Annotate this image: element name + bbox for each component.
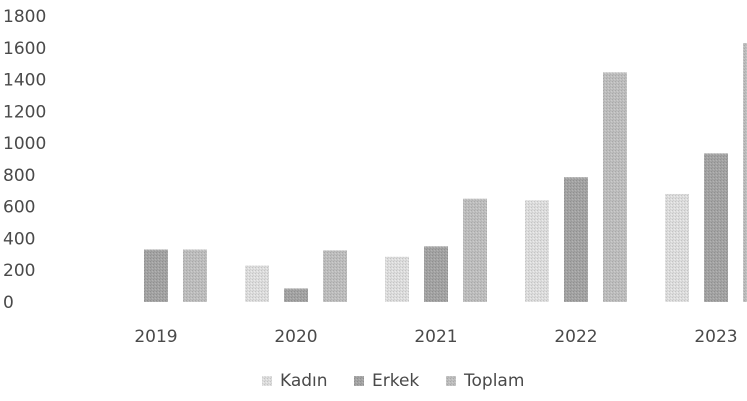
bar-kadın-2021 — [385, 256, 409, 302]
bar-erkek-2020 — [284, 288, 308, 302]
x-tick-label: 2021 — [414, 327, 457, 347]
y-tick-label: 1200 — [3, 102, 46, 122]
bar-kadın-2022 — [525, 200, 549, 302]
x-tick-label: 2019 — [134, 327, 177, 347]
legend-swatch-kadın — [262, 376, 272, 386]
bar-toplam-2023 — [743, 43, 747, 303]
legend-label-kadın: Kadın — [280, 371, 328, 391]
bar-toplam-2019 — [183, 249, 207, 302]
bar-erkek-2019 — [144, 249, 168, 302]
x-tick-label: 2022 — [554, 327, 597, 347]
legend-swatch-toplam — [446, 376, 456, 386]
legend: Kadın Erkek Toplam — [262, 371, 524, 391]
x-axis-labels: 2019 2020 2021 2022 2023 — [134, 327, 737, 347]
x-tick-label: 2020 — [274, 327, 317, 347]
x-tick-label: 2023 — [694, 327, 737, 347]
legend-swatch-erkek — [354, 376, 364, 386]
y-tick-label: 600 — [3, 198, 35, 218]
bar-erkek-2022 — [564, 177, 588, 302]
bar-kadın-2023 — [665, 193, 689, 302]
y-tick-label: 200 — [3, 261, 35, 281]
legend-label-erkek: Erkek — [372, 371, 419, 391]
bars — [144, 43, 747, 303]
y-tick-label: 1600 — [3, 39, 46, 59]
bar-toplam-2020 — [323, 250, 347, 302]
y-tick-label: 1000 — [3, 134, 46, 154]
bar-erkek-2021 — [424, 246, 448, 302]
y-tick-label: 400 — [3, 229, 35, 249]
y-tick-label: 1400 — [3, 71, 46, 91]
y-axis-ticks: 0 200 400 600 800 1000 1200 1400 1600 1800 — [3, 7, 46, 313]
y-tick-label: 800 — [3, 166, 35, 186]
bar-kadın-2020 — [245, 265, 269, 302]
legend-label-toplam: Toplam — [463, 371, 524, 391]
bar-erkek-2023 — [704, 153, 728, 302]
bar-toplam-2021 — [463, 198, 487, 302]
bar-toplam-2022 — [603, 72, 627, 303]
y-tick-label: 1800 — [3, 7, 46, 27]
y-tick-label: 0 — [3, 293, 14, 313]
